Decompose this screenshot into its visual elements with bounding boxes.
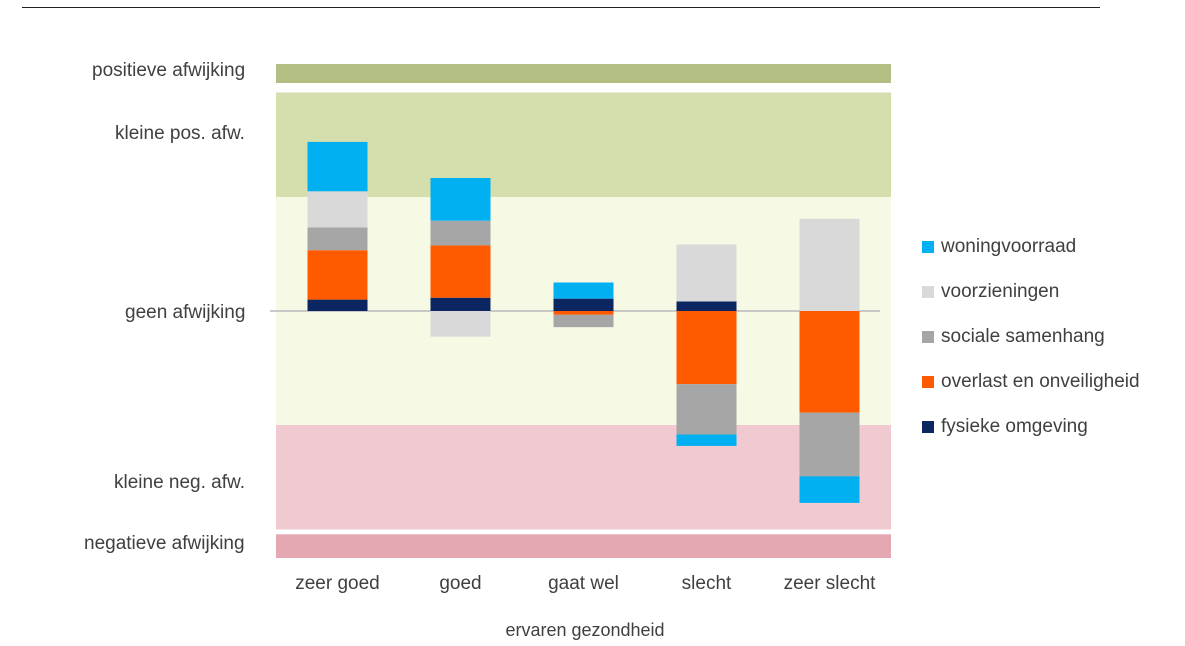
bar-segment bbox=[799, 476, 860, 503]
bar-segment bbox=[799, 218, 860, 311]
bar-segment bbox=[430, 245, 491, 298]
bar-segment bbox=[307, 141, 368, 192]
bar-segment bbox=[307, 191, 368, 228]
legend-swatch bbox=[922, 420, 934, 433]
zone-label: positieve afwijking bbox=[92, 60, 246, 81]
legend-item: fysieke omgeving bbox=[922, 404, 1140, 449]
bar-segment bbox=[553, 282, 614, 299]
bar-segment bbox=[430, 220, 491, 246]
bar-segment bbox=[307, 299, 368, 311]
bar-segment bbox=[553, 298, 614, 311]
category-label: goed bbox=[439, 573, 482, 594]
bar-segment bbox=[430, 311, 491, 337]
bar-segment bbox=[799, 412, 860, 477]
legend-item: woningvoorraad bbox=[922, 224, 1140, 269]
zone-band bbox=[276, 425, 891, 530]
legend-label: woningvoorraad bbox=[941, 235, 1077, 257]
category-label: zeer goed bbox=[295, 573, 380, 594]
legend-label: voorzieningen bbox=[941, 280, 1060, 302]
bar-segment bbox=[676, 384, 737, 435]
bar-segment bbox=[307, 250, 368, 300]
bar-segment bbox=[307, 227, 368, 251]
legend-label: sociale samenhang bbox=[941, 325, 1105, 347]
bar-segment bbox=[430, 297, 491, 311]
legend-label: overlast en onveiligheid bbox=[941, 370, 1140, 392]
category-label: zeer slecht bbox=[783, 573, 876, 594]
zone-band bbox=[276, 92, 891, 197]
legend-swatch bbox=[922, 330, 934, 343]
bar-segment bbox=[553, 314, 614, 328]
legend-item: voorzieningen bbox=[922, 269, 1140, 314]
zone-label: geen afwijking bbox=[125, 302, 246, 323]
legend-swatch bbox=[922, 375, 934, 388]
legend: woningvoorraad voorzieningen sociale samen… bbox=[922, 224, 1140, 449]
zone-label: kleine pos. afw. bbox=[115, 123, 245, 144]
legend-label: fysieke omgeving bbox=[941, 415, 1088, 437]
legend-item: overlast en onveiligheid bbox=[922, 359, 1140, 404]
zone-band bbox=[276, 534, 891, 558]
category-label: slecht bbox=[681, 573, 732, 594]
zone-band bbox=[276, 64, 891, 83]
legend-item: sociale samenhang bbox=[922, 314, 1140, 359]
zone-label: kleine neg. afw. bbox=[114, 472, 245, 493]
legend-swatch bbox=[922, 285, 934, 298]
bar-segment bbox=[676, 434, 737, 446]
top-rule bbox=[22, 7, 1100, 8]
zone-label: negatieve afwijking bbox=[84, 533, 245, 554]
legend-swatch bbox=[922, 240, 934, 253]
bar-segment bbox=[676, 301, 737, 311]
bar-segment bbox=[799, 311, 860, 413]
bar-segment bbox=[430, 178, 491, 221]
x-axis-title: ervaren gezondheid bbox=[505, 620, 665, 640]
bar-segment bbox=[676, 311, 737, 385]
bar-segment bbox=[676, 244, 737, 302]
bar-segment bbox=[553, 311, 614, 315]
category-label: gaat wel bbox=[548, 573, 619, 594]
